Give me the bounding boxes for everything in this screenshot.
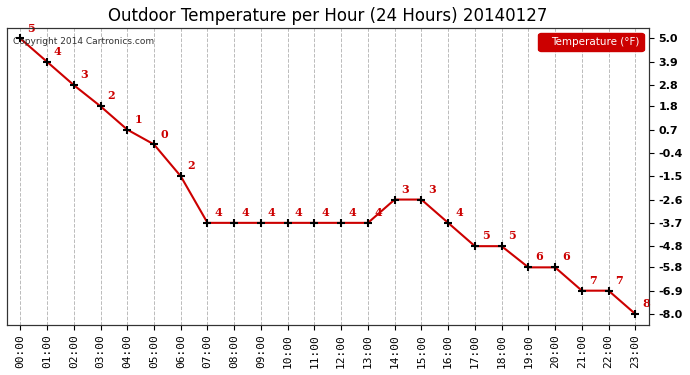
Text: 3: 3 <box>402 184 409 195</box>
Text: 4: 4 <box>295 207 302 218</box>
Text: 6: 6 <box>535 251 543 262</box>
Text: Copyright 2014 Cartronics.com: Copyright 2014 Cartronics.com <box>13 37 155 46</box>
Text: 4: 4 <box>322 207 329 218</box>
Text: 5: 5 <box>28 22 35 33</box>
Title: Outdoor Temperature per Hour (24 Hours) 20140127: Outdoor Temperature per Hour (24 Hours) … <box>108 7 547 25</box>
Text: 4: 4 <box>241 207 249 218</box>
Text: 4: 4 <box>215 207 222 218</box>
Text: 4: 4 <box>348 207 356 218</box>
Text: 6: 6 <box>562 251 570 262</box>
Text: 4: 4 <box>54 46 61 57</box>
Text: 1: 1 <box>135 114 142 125</box>
Text: 5: 5 <box>509 230 516 241</box>
Text: 7: 7 <box>589 275 597 286</box>
Text: 3: 3 <box>81 69 88 80</box>
Text: 2: 2 <box>108 90 115 101</box>
Text: 0: 0 <box>161 129 168 140</box>
Text: 5: 5 <box>482 230 490 241</box>
Text: 2: 2 <box>188 160 195 171</box>
Text: 7: 7 <box>615 275 623 286</box>
Text: 8: 8 <box>642 298 650 309</box>
Text: 4: 4 <box>375 207 383 218</box>
Legend: Temperature (°F): Temperature (°F) <box>538 33 644 51</box>
Text: 4: 4 <box>268 207 276 218</box>
Text: 4: 4 <box>455 207 463 218</box>
Text: 3: 3 <box>428 184 436 195</box>
